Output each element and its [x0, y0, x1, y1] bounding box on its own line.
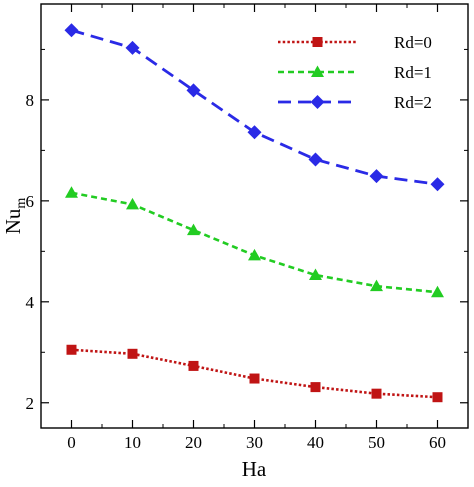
- x-axis-label: Ha: [242, 457, 267, 481]
- data-point: [64, 23, 79, 38]
- legend-marker: [311, 65, 324, 77]
- data-point: [370, 279, 383, 292]
- legend-label: Rd=1: [394, 63, 432, 82]
- data-point: [186, 83, 201, 98]
- data-point: [371, 388, 382, 399]
- data-point: [65, 186, 78, 198]
- ticks-layer: 0 10 20 30 40 50 60 2 4 6 8: [26, 4, 468, 452]
- y-tick-label: 4: [26, 293, 35, 312]
- data-point: [127, 348, 138, 359]
- x-tick-label: 50: [368, 433, 385, 452]
- data-point: [187, 223, 200, 236]
- legend-item: Rd=0: [278, 33, 432, 52]
- data-point: [126, 197, 139, 210]
- data-point: [308, 152, 323, 167]
- data-point: [432, 392, 443, 403]
- legend-marker: [312, 37, 323, 47]
- y-tick-label: 6: [26, 192, 35, 211]
- x-tick-label: 60: [429, 433, 446, 452]
- series-line: [71, 348, 438, 399]
- y-tick-label: 2: [26, 394, 35, 413]
- x-tick-label: 40: [307, 433, 324, 452]
- data-point: [309, 268, 322, 281]
- data-point: [249, 373, 260, 384]
- y-axis-label-subscript: m: [14, 198, 29, 209]
- legend-marker: [310, 95, 325, 109]
- y-axis-label-main: Nu: [1, 208, 25, 234]
- data-point: [430, 177, 445, 192]
- data-point: [431, 285, 444, 298]
- data-point: [369, 169, 384, 184]
- x-tick-label: 10: [124, 433, 141, 452]
- data-point: [248, 248, 261, 261]
- legend-item: Rd=2: [278, 93, 432, 112]
- legend-label: Rd=0: [394, 33, 432, 52]
- legend-item: Rd=1: [278, 63, 432, 82]
- series-3: [64, 23, 445, 192]
- plot-content: [64, 23, 445, 403]
- legend-label: Rd=2: [394, 93, 432, 112]
- y-axis-label: Num: [1, 198, 29, 235]
- x-tick-label: 30: [246, 433, 263, 452]
- x-tick-label: 20: [185, 433, 202, 452]
- legend: Rd=0 Rd=1 Rd=2: [278, 33, 432, 112]
- series-2: [65, 186, 444, 298]
- data-point: [66, 344, 77, 355]
- x-tick-label: 0: [67, 433, 76, 452]
- y-tick-label: 8: [26, 91, 35, 110]
- data-point: [247, 125, 262, 140]
- data-point: [310, 382, 321, 393]
- series-line: [71, 28, 438, 186]
- series-1: [66, 344, 443, 403]
- series-line: [71, 191, 438, 294]
- data-point: [125, 40, 140, 55]
- data-point: [188, 360, 199, 371]
